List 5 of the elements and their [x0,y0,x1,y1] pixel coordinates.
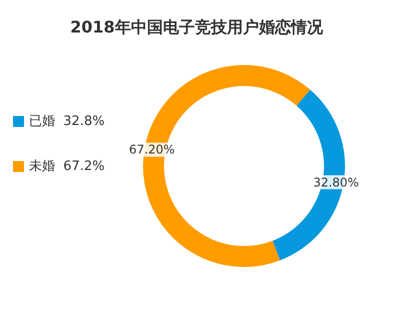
legend-label: 未婚 67.2% [29,159,105,174]
chart-title: 2018年中国电子竞技用户婚恋情况 [70,18,324,36]
legend-label: 已婚 32.8% [29,114,105,129]
data-label: 32.80% [313,175,359,190]
data-label: 67.20% [129,142,175,157]
